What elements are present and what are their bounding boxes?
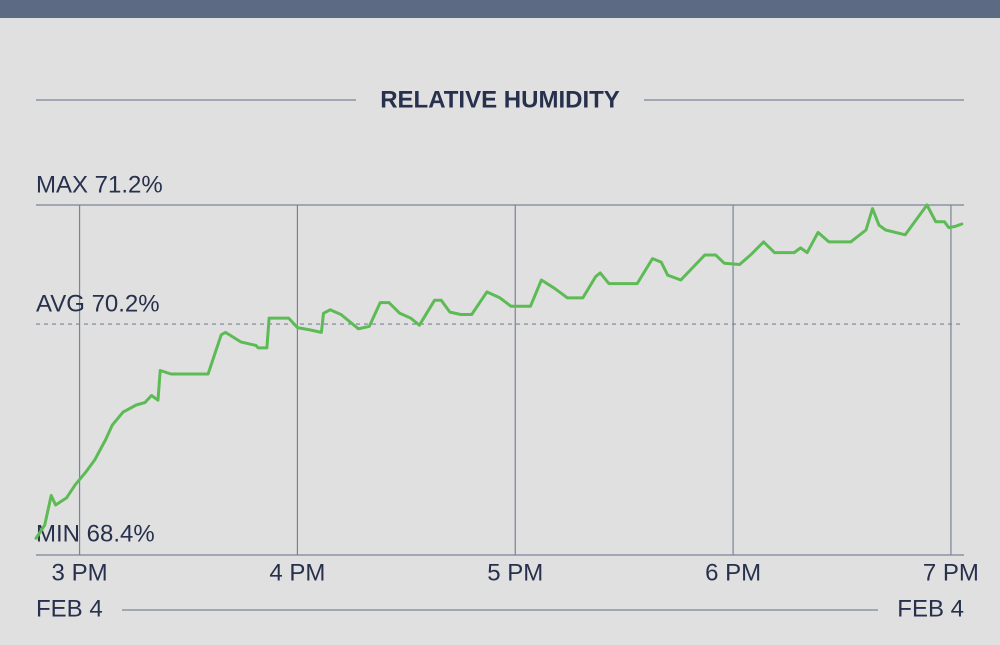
reference-label: MIN 68.4% xyxy=(36,521,155,548)
x-tick-label: 7 PM xyxy=(923,559,979,586)
x-tick-label: 4 PM xyxy=(269,559,325,586)
humidity-line xyxy=(34,203,964,540)
x-tick-label: 5 PM xyxy=(487,559,543,586)
top-bar xyxy=(0,0,1000,18)
reference-label: MAX 71.2% xyxy=(36,171,163,198)
date-label: FEB 4 xyxy=(36,595,103,622)
x-tick-label: 3 PM xyxy=(52,559,108,586)
chart-title: RELATIVE HUMIDITY xyxy=(380,86,620,113)
date-label: FEB 4 xyxy=(897,595,964,622)
x-tick-label: 6 PM xyxy=(705,559,761,586)
reference-label: AVG 70.2% xyxy=(36,290,160,317)
